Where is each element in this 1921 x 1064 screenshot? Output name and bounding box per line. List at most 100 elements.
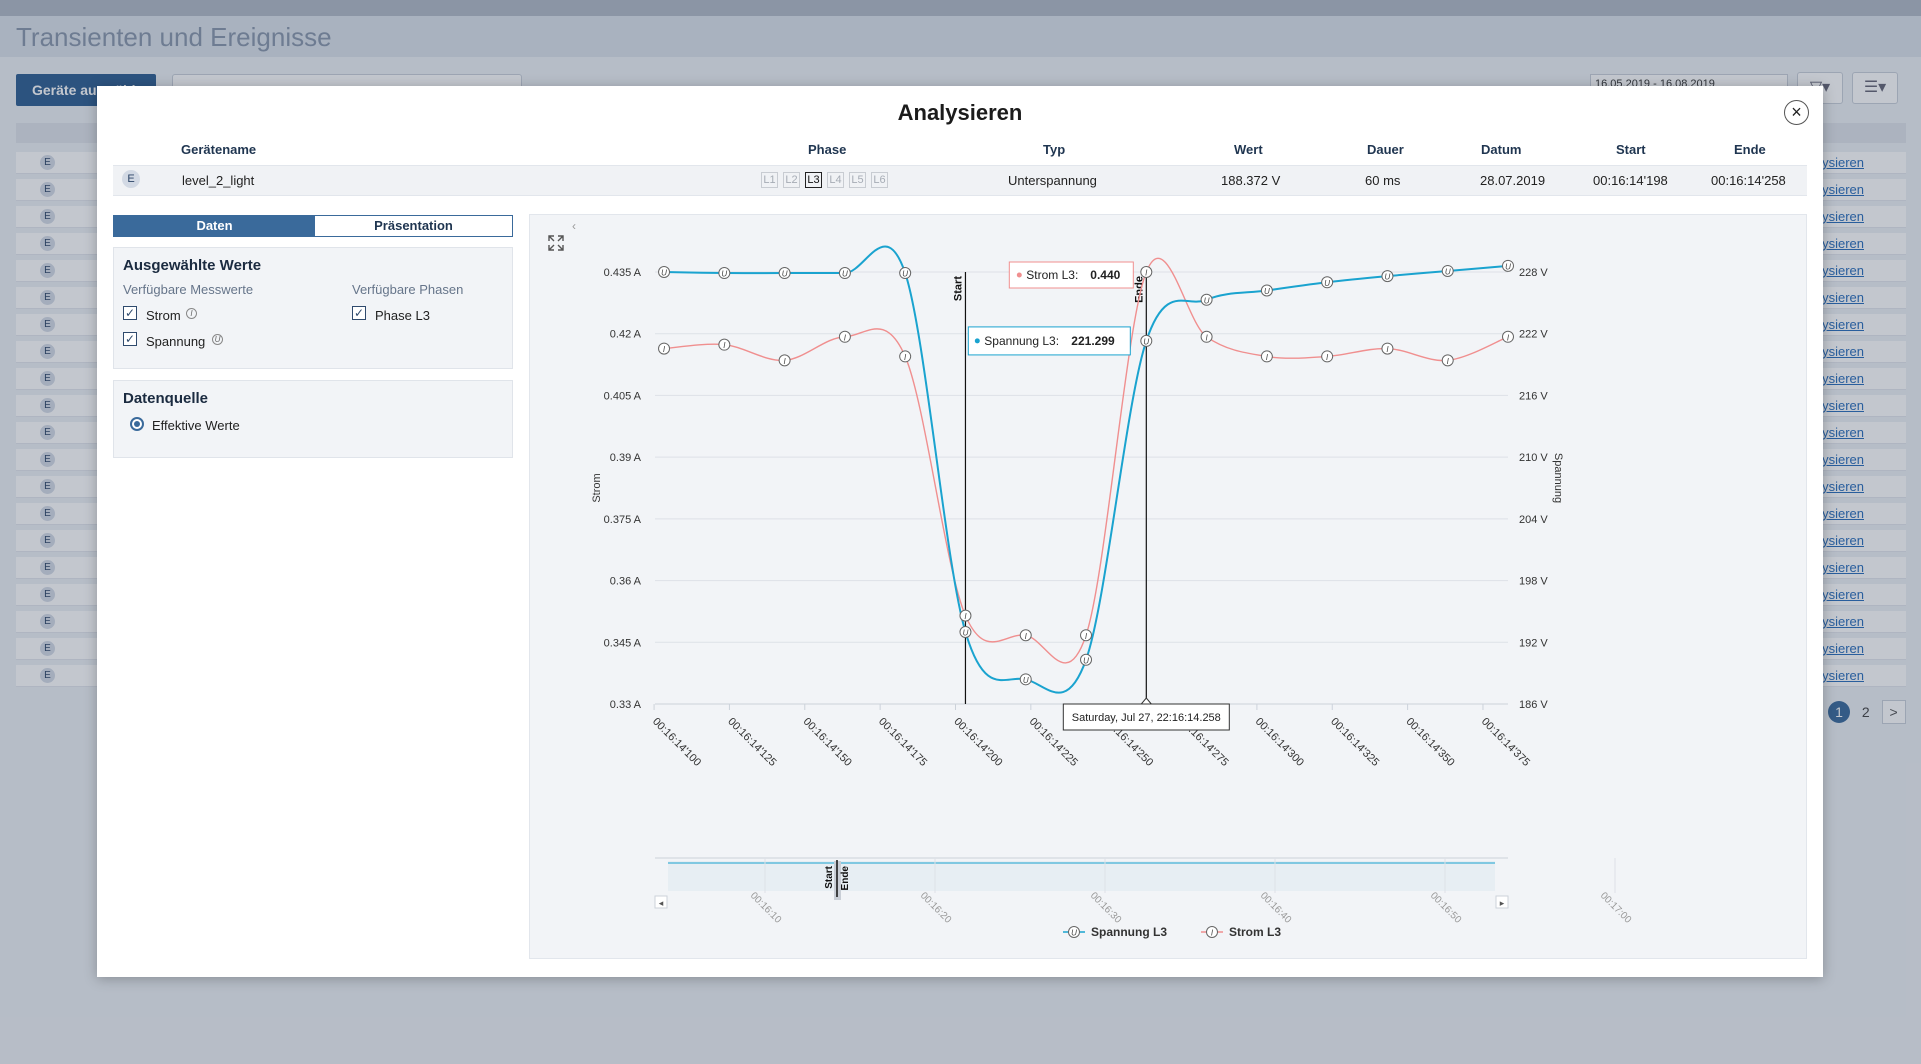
list-view-icon[interactable]: ☰▾: [1852, 72, 1898, 104]
y-left-tick-label: 0.42 A: [610, 329, 642, 341]
strom-info-icon: I: [186, 308, 197, 319]
tooltip-spannung-label: Spannung L3:: [984, 334, 1059, 348]
tooltip-spannung: [967, 326, 1131, 356]
navigator-tick-label: 00:16:50: [1428, 890, 1464, 926]
strom-point-icon: I: [844, 333, 847, 342]
event-type-badge: E: [40, 614, 55, 629]
strom-point: [1260, 350, 1273, 363]
strom-label: Strom: [146, 308, 181, 323]
spannung-point: [1441, 264, 1454, 277]
legend-marker: [1068, 926, 1080, 938]
tab-daten[interactable]: Daten: [114, 216, 315, 236]
x-tick-label: 00:16:14'175: [876, 716, 929, 769]
navigator-tick-label: 00:16:10: [748, 890, 784, 926]
spannung-point: [718, 267, 731, 280]
y-right-tick-label: 216 V: [1519, 390, 1548, 402]
spannung-point: [778, 267, 791, 280]
spannung-point: [1381, 270, 1394, 283]
event-type-badge: E: [40, 560, 55, 575]
tab-praesentation[interactable]: Präsentation: [315, 216, 512, 236]
tooltip-strom-label: Strom L3:: [1026, 268, 1078, 282]
spannung-point-icon: U: [1083, 656, 1089, 665]
spannung-point-icon: U: [842, 270, 848, 279]
series-line-spannung-l3: [664, 245, 1509, 694]
spannung-point: [1502, 259, 1514, 272]
strom-point-icon: I: [1145, 269, 1148, 278]
strom-point-icon: I: [1447, 357, 1450, 366]
crosshair-label-box: [1062, 703, 1230, 731]
page-1-button[interactable]: 1: [1828, 701, 1850, 723]
spannung-point-icon: U: [782, 270, 788, 279]
strom-point-icon: I: [723, 341, 726, 350]
spannung-point: [658, 266, 671, 278]
x-tick-label: 00:16:14'100: [650, 716, 703, 769]
strom-point-icon: I: [1266, 353, 1269, 362]
y-left-tick-label: 0.405 A: [604, 390, 642, 402]
phase-l1: L1: [761, 172, 778, 188]
event-type-badge: E: [40, 398, 55, 413]
spannung-point-icon: U: [902, 270, 908, 279]
selected-values-panel: Ausgewählte Werte Verfügbare Messwerte V…: [113, 247, 513, 369]
navigator-tick-label: 00:17:00: [1598, 890, 1634, 926]
phase-l5: L5: [849, 172, 866, 188]
page-2-button[interactable]: 2: [1861, 704, 1870, 720]
tooltip-spannung-dot: [974, 338, 980, 344]
strom-point: [1321, 350, 1334, 363]
strom-point: [1019, 629, 1032, 642]
collapse-panel-icon[interactable]: ‹: [572, 219, 576, 233]
close-icon[interactable]: ×: [1784, 100, 1809, 125]
y-left-tick-label: 0.435 A: [604, 267, 642, 279]
navigator-label-end: Ende: [840, 866, 851, 891]
spannung-point-icon: U: [963, 629, 969, 638]
event-type-badge: E: [40, 236, 55, 251]
col-duration: Dauer: [1367, 142, 1404, 157]
navigator-scroll-right-icon: ▸: [1500, 898, 1505, 908]
col-end: Ende: [1734, 142, 1766, 157]
spannung-point: [838, 267, 851, 280]
event-value: 188.372 V: [1221, 173, 1281, 188]
legend-marker-icon: I: [1211, 929, 1214, 938]
phase-l3-checkbox[interactable]: ✓: [352, 306, 366, 320]
event-type-badge: E: [40, 371, 55, 386]
x-tick-label: 00:16:14'350: [1403, 716, 1456, 769]
spannung-point-icon: U: [721, 270, 727, 279]
event-type-badge: E: [40, 452, 55, 467]
spannung-point: [1260, 284, 1273, 297]
spannung-point: [1140, 334, 1153, 347]
next-page-button[interactable]: >: [1881, 700, 1906, 724]
x-tick-label: 00:16:14'325: [1328, 716, 1381, 769]
spannung-point: [1019, 673, 1032, 686]
spannung-point-icon: U: [1204, 296, 1210, 305]
strom-point: [718, 338, 731, 351]
x-tick-label: 00:16:14'200: [951, 716, 1004, 769]
navigator-scroll-left: [654, 895, 668, 909]
spannung-label: Spannung: [146, 334, 206, 349]
strom-point-icon: I: [1326, 353, 1329, 362]
spannung-point-icon: U: [1324, 279, 1330, 288]
strom-point-icon: I: [1507, 333, 1510, 342]
spannung-checkbox[interactable]: ✓: [123, 332, 137, 346]
crosshair-pointer: [1140, 697, 1152, 705]
navigator-label-start: Start: [824, 865, 835, 888]
x-tick-label: 00:16:14'150: [801, 716, 854, 769]
event-date: 28.07.2019: [1480, 173, 1546, 188]
strom-point: [959, 609, 972, 622]
spannung-point-icon: U: [1023, 676, 1029, 685]
legend-label: Spannung L3: [1091, 925, 1167, 939]
tooltip-strom-value: 0.440: [1090, 268, 1120, 282]
y-right-tick-label: 228 V: [1519, 267, 1548, 279]
analyze-modal: Analysieren × Gerätename Phase Typ Wert …: [97, 86, 1823, 977]
app-header: [0, 16, 1921, 57]
spannung-point: [1321, 276, 1334, 289]
effective-values-radio[interactable]: [130, 417, 144, 431]
modal-title: Analysieren: [897, 100, 1023, 125]
expand-icon[interactable]: [547, 234, 565, 252]
strom-checkbox[interactable]: ✓: [123, 306, 137, 320]
event-type-badge: E: [40, 425, 55, 440]
strom-point: [899, 350, 912, 363]
event-type-badge: E: [40, 182, 55, 197]
col-start: Start: [1616, 142, 1646, 157]
event-type-badge: E: [40, 317, 55, 332]
panel-tabs: Daten Präsentation: [113, 215, 513, 237]
strom-point: [1140, 266, 1153, 278]
